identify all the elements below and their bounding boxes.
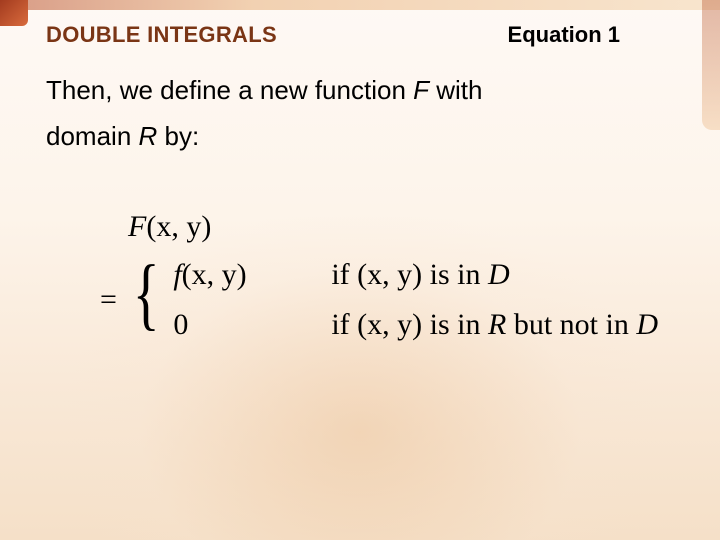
body-text-2b: by:: [157, 121, 199, 151]
case1-args: (x, y): [182, 258, 247, 291]
formula-block: F(x, y) = { f(x, y) if (x, y) is in D: [100, 210, 658, 342]
case-2: 0 if (x, y) is in R but not in D: [173, 308, 658, 342]
case2-condition: if (x, y) is in R but not in D: [331, 308, 658, 342]
case1-fn-f: f: [173, 258, 181, 291]
case-1: f(x, y) if (x, y) is in D: [173, 258, 658, 292]
case1-cond-args: (x, y): [357, 258, 422, 291]
cases-wrap: { f(x, y) if (x, y) is in D 0 if (x, y): [127, 258, 658, 342]
formula-fn-F: F: [128, 210, 146, 243]
case1-set-D: D: [488, 258, 510, 291]
accent-corner: [0, 0, 28, 26]
left-brace-icon: {: [133, 254, 160, 338]
case2-set-D: D: [636, 308, 658, 341]
body-var-F: F: [413, 75, 429, 105]
section-title: DOUBLE INTEGRALS: [46, 22, 277, 48]
body-text-1b: with: [429, 75, 482, 105]
body-text-1a: Then, we define a new function: [46, 75, 413, 105]
case2-if: if: [331, 308, 357, 341]
case1-condition: if (x, y) is in D: [331, 258, 509, 292]
case1-if: if: [331, 258, 357, 291]
cases: f(x, y) if (x, y) is in D 0 if (x, y) is…: [173, 258, 658, 342]
body-line-2: domain R by:: [46, 114, 674, 160]
case2-set-R: R: [488, 308, 506, 341]
equals-sign: =: [100, 283, 117, 317]
body-var-R: R: [139, 121, 158, 151]
case1-value: f(x, y): [173, 258, 313, 292]
slide: DOUBLE INTEGRALS Equation 1 Then, we def…: [0, 0, 720, 540]
case2-value: 0: [173, 308, 313, 342]
equation-label: Equation 1: [508, 22, 620, 48]
formula-lhs: F(x, y): [128, 210, 658, 244]
body-line-1: Then, we define a new function F with: [46, 68, 674, 114]
formula-rhs: = { f(x, y) if (x, y) is in D 0: [100, 258, 658, 342]
body-text-2a: domain: [46, 121, 139, 151]
case2-butnot: but not in: [506, 308, 636, 341]
slide-header: DOUBLE INTEGRALS Equation 1: [46, 22, 680, 48]
accent-top-bar: [0, 0, 720, 10]
body-text: Then, we define a new function F with do…: [46, 68, 674, 159]
formula-args-xy: (x, y): [146, 210, 211, 243]
case1-isin: is in: [422, 258, 488, 291]
case2-cond-args: (x, y): [357, 308, 422, 341]
case2-isin: is in: [422, 308, 488, 341]
accent-right-bar: [702, 0, 720, 130]
